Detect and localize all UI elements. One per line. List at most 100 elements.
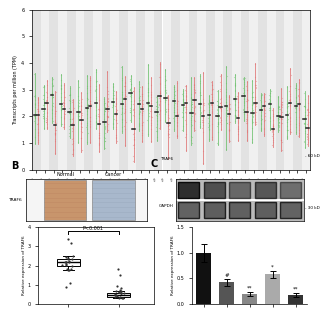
Point — [68, 240, 74, 245]
Point — [174, 107, 180, 112]
Point — [59, 105, 64, 110]
Point — [137, 94, 142, 99]
Point — [223, 97, 228, 102]
Point — [139, 130, 144, 135]
Point — [175, 101, 180, 106]
Bar — [145, 10, 154, 170]
Point — [44, 98, 49, 103]
Point — [105, 103, 110, 108]
Point — [200, 118, 205, 123]
Point — [157, 117, 162, 122]
Point — [32, 113, 37, 118]
Point — [306, 110, 311, 115]
Point — [293, 99, 299, 104]
Point — [259, 127, 264, 132]
Point — [119, 290, 124, 295]
Point — [223, 110, 228, 116]
Point — [180, 111, 185, 116]
Point — [198, 110, 203, 115]
Point — [67, 109, 72, 114]
Point — [53, 132, 58, 137]
Point — [61, 100, 66, 105]
Point — [216, 120, 221, 125]
Point — [79, 135, 84, 140]
Point — [302, 109, 308, 114]
Point — [70, 141, 75, 147]
Point — [93, 89, 98, 94]
Point — [76, 84, 82, 90]
FancyBboxPatch shape — [204, 203, 225, 218]
Point — [123, 110, 128, 115]
Point — [174, 134, 180, 139]
Point — [117, 294, 122, 300]
Point — [305, 106, 310, 111]
Point — [113, 95, 118, 100]
Point — [200, 119, 205, 124]
Point — [148, 103, 154, 108]
Point — [259, 95, 264, 100]
Point — [32, 118, 37, 123]
Point — [180, 96, 186, 101]
Point — [174, 122, 180, 127]
Point — [102, 136, 108, 141]
Point — [191, 106, 196, 111]
Point — [253, 101, 258, 106]
Point — [67, 131, 72, 136]
Bar — [41, 10, 49, 170]
Point — [65, 257, 70, 262]
Point — [259, 99, 264, 104]
Point — [293, 105, 298, 110]
Point — [214, 98, 220, 103]
Point — [227, 102, 232, 107]
Point — [182, 109, 188, 114]
Point — [122, 117, 127, 122]
Point — [277, 107, 282, 112]
Point — [210, 86, 215, 91]
Point — [122, 84, 127, 89]
Point — [50, 83, 55, 88]
Point — [244, 98, 249, 103]
Point — [70, 139, 75, 144]
Point — [250, 107, 255, 112]
Point — [233, 83, 238, 88]
Point — [35, 99, 40, 104]
Point — [105, 102, 110, 108]
Point — [149, 109, 154, 114]
Point — [35, 133, 40, 138]
Point — [110, 96, 115, 101]
Point — [50, 110, 55, 116]
Point — [120, 295, 125, 300]
Point — [198, 73, 203, 78]
Point — [93, 120, 98, 125]
Point — [140, 91, 145, 96]
Point — [114, 125, 119, 130]
Point — [154, 113, 159, 118]
FancyBboxPatch shape — [229, 182, 250, 198]
Point — [232, 82, 237, 87]
Point — [79, 97, 84, 102]
Point — [285, 101, 290, 107]
Point — [110, 95, 116, 100]
Point — [261, 98, 267, 103]
Point — [61, 116, 66, 121]
Point — [131, 89, 136, 94]
Point — [128, 86, 133, 92]
Bar — [302, 10, 310, 170]
Bar — [219, 283, 234, 304]
Point — [268, 125, 273, 131]
Point — [36, 108, 41, 113]
Point — [76, 111, 81, 116]
Bar — [215, 10, 223, 170]
Point — [102, 107, 108, 112]
Point — [123, 84, 128, 89]
Point — [145, 89, 150, 94]
Point — [285, 85, 290, 90]
Point — [137, 98, 142, 103]
Point — [201, 160, 206, 165]
Point — [59, 102, 64, 107]
Point — [249, 136, 254, 141]
Point — [189, 123, 194, 128]
Point — [189, 104, 194, 109]
Point — [114, 102, 119, 107]
Point — [93, 83, 99, 88]
